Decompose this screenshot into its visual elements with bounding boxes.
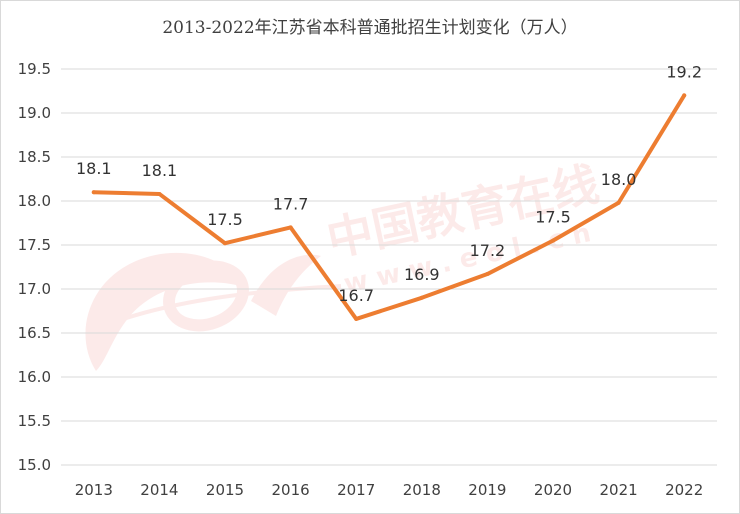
data-point xyxy=(485,272,490,277)
data-point xyxy=(551,238,555,243)
data-point xyxy=(682,93,687,98)
data-label: 17.2 xyxy=(470,241,506,260)
y-axis: 15.0 15.5 16.0 16.5 17.0 17.5 18.0 18.5 19.0 19.5 xyxy=(18,60,51,474)
y-tick-label: 18.0 xyxy=(18,192,51,210)
series-layer xyxy=(91,93,687,321)
x-tick-label: 2020 xyxy=(534,481,572,499)
x-tick-label: 2016 xyxy=(272,481,310,499)
y-tick-label: 17.5 xyxy=(18,236,51,254)
data-label: 17.5 xyxy=(207,210,243,229)
data-point xyxy=(91,190,96,195)
data-label: 17.7 xyxy=(273,194,309,213)
x-tick-label: 2017 xyxy=(337,481,375,499)
y-tick-label: 15.0 xyxy=(18,456,51,474)
y-tick-label: 16.5 xyxy=(18,324,51,342)
data-label: 18.0 xyxy=(601,170,637,189)
x-tick-label: 2018 xyxy=(403,481,441,499)
data-labels: 18.1 18.1 17.5 17.7 16.7 16.9 17.2 17.5 18.0 19.2 xyxy=(76,62,702,305)
y-tick-label: 16.0 xyxy=(18,368,51,386)
data-point xyxy=(354,316,359,321)
chart-title: 2013-2022年江苏省本科普通批招生计划变化（万人） xyxy=(162,18,578,38)
data-point xyxy=(157,191,162,196)
x-axis: 2013 2014 2015 2016 2017 2018 2019 2020 2021 2022 xyxy=(75,481,704,499)
data-point xyxy=(616,200,621,205)
x-tick-label: 2021 xyxy=(600,481,638,499)
data-label: 16.9 xyxy=(404,265,440,284)
data-point xyxy=(223,241,227,246)
data-label: 18.1 xyxy=(142,161,178,180)
data-point xyxy=(419,295,424,300)
x-tick-label: 2014 xyxy=(140,481,178,499)
y-tick-label: 15.5 xyxy=(18,412,51,430)
data-label: 16.7 xyxy=(338,286,374,305)
x-tick-label: 2019 xyxy=(468,481,506,499)
y-tick-label: 17.0 xyxy=(18,280,51,298)
x-tick-label: 2022 xyxy=(665,481,703,499)
data-point xyxy=(288,225,293,230)
y-tick-label: 19.5 xyxy=(18,60,51,78)
y-tick-label: 19.0 xyxy=(18,104,51,122)
data-label: 18.1 xyxy=(76,159,112,178)
gridlines xyxy=(61,68,717,466)
x-tick-label: 2015 xyxy=(206,481,244,499)
x-tick-label: 2013 xyxy=(75,481,113,499)
series-line xyxy=(91,93,687,321)
data-label: 19.2 xyxy=(666,62,702,81)
y-tick-label: 18.5 xyxy=(18,148,51,166)
data-label: 17.5 xyxy=(535,208,571,227)
